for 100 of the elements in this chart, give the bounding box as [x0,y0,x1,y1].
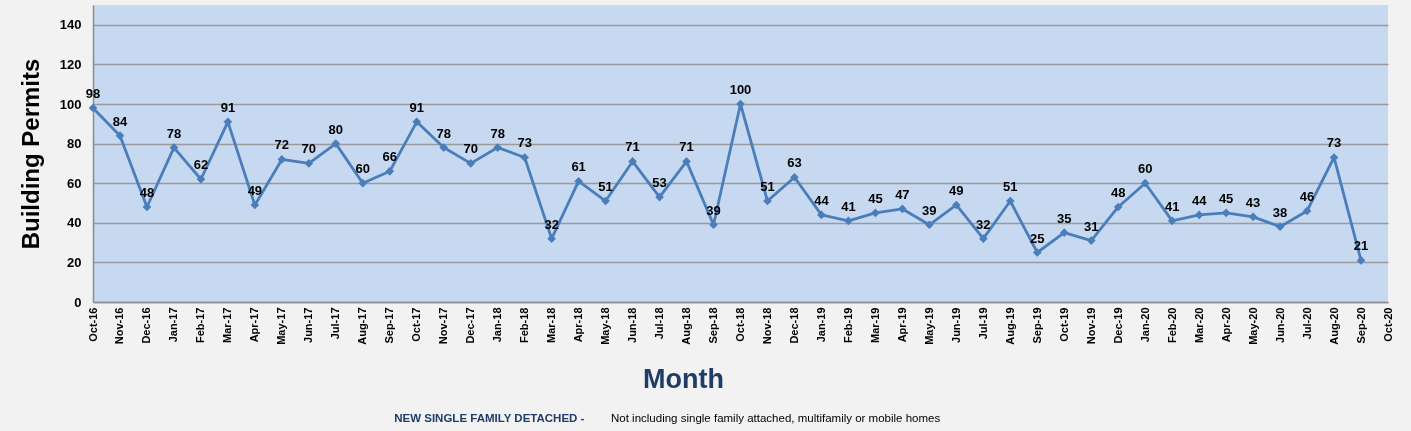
data-label: 43 [1245,194,1261,210]
x-tick-label: Mar-19 [868,307,881,343]
x-tick-label: Dec-19 [1111,307,1124,344]
data-label: 100 [729,82,752,97]
x-tick-label: May-18 [599,307,612,345]
data-label: 60 [1137,161,1153,177]
data-label: 51 [760,179,775,195]
x-tick-label: Feb-19 [841,307,854,343]
data-label: 48 [139,184,155,200]
data-label: 38 [1272,204,1288,220]
point [1086,236,1096,245]
x-tick-label: Dec-17 [464,307,477,344]
data-label: 98 [85,85,101,101]
y-tick-label: 20 [67,254,82,270]
point [1113,202,1123,212]
point [358,178,368,188]
x-tick-label: Nov-17 [437,307,450,345]
point [1194,210,1204,220]
x-tick-label: Jul-17 [329,307,342,340]
data-label: 91 [409,99,424,115]
data-label: 32 [976,216,991,232]
point [466,159,476,168]
x-tick-label: Sep-17 [383,307,396,344]
y-tick-label: 60 [67,175,82,191]
data-label: 53 [652,175,667,191]
x-tick-label: Jan-20 [1138,307,1151,343]
x-tick-label: Dec-16 [140,307,153,344]
x-tick-label: Dec-18 [787,307,800,344]
data-label: 31 [1083,218,1099,234]
x-tick-label: Jun-17 [302,307,315,343]
point [682,157,691,166]
point [574,176,583,186]
y-tick-label: 40 [67,215,82,231]
point [1248,212,1258,222]
data-label: 84 [112,113,128,129]
point [547,234,556,243]
point [115,131,125,141]
data-label: 60 [355,161,371,177]
data-label: 39 [922,202,937,218]
data-label: 35 [1057,210,1072,226]
x-tick-label: Nov-16 [113,307,126,345]
point [898,204,907,214]
x-tick-label: Oct-18 [734,307,746,342]
point [1005,196,1015,206]
x-tick-label: Feb-17 [194,307,207,343]
y-axis-title: Building Permits [16,58,44,250]
x-tick-label: May-17 [275,307,288,345]
data-label: 44 [1191,192,1208,208]
point [1302,206,1312,216]
x-tick-label: Apr-18 [572,307,585,343]
data-label: 45 [1218,190,1234,206]
x-tick-label: May-20 [1246,307,1259,345]
x-tick-label: Aug-20 [1327,307,1340,345]
data-label: 46 [1299,188,1315,204]
y-tick-label: 0 [74,294,82,310]
y-tick-label: 80 [67,136,82,152]
data-label: 48 [1110,184,1126,200]
data-label: 32 [544,216,559,232]
data-label: 41 [1164,198,1180,214]
data-label: 70 [301,141,317,157]
point [196,174,206,184]
x-tick-label: Apr-19 [895,307,908,343]
point [1167,216,1177,226]
data-label: 61 [571,159,586,175]
data-label: 70 [463,141,478,157]
point [817,210,826,220]
point [925,220,934,230]
data-label: 80 [328,121,344,137]
data-label: 45 [868,190,883,206]
x-tick-label: Nov-18 [760,307,773,345]
data-label: 21 [1353,238,1369,254]
data-label: 49 [949,182,964,198]
x-tick-label: Apr-17 [248,307,261,343]
point [1032,248,1042,257]
point [520,153,529,162]
x-tick-label: Jul-20 [1300,307,1313,340]
point [978,234,988,243]
point [844,216,853,226]
data-label: 78 [166,125,182,141]
x-tick-label: Aug-19 [1003,307,1016,345]
data-label: 63 [787,155,802,171]
point [628,157,637,166]
x-tick-label: Jan-18 [491,307,504,343]
point [331,139,341,148]
x-tick-label: Oct-19 [1057,307,1070,342]
point [952,200,961,210]
data-label: 62 [193,157,209,173]
x-tick-label: Oct-16 [86,307,99,342]
text: NEW SINGLE FAMILY DETACHED - [394,412,585,424]
x-tick-label: May-19 [922,307,935,345]
x-tick-label: Aug-17 [356,307,369,345]
point [385,166,395,176]
x-tick-label: Aug-18 [680,307,693,345]
data-label: 72 [274,137,290,153]
data-label: 47 [895,186,910,202]
x-tick-label: Mar-18 [545,307,558,343]
x-tick-label: Oct-20 [1381,307,1394,342]
point [493,143,503,152]
point [871,208,880,218]
x-tick-label: Mar-20 [1192,307,1205,343]
